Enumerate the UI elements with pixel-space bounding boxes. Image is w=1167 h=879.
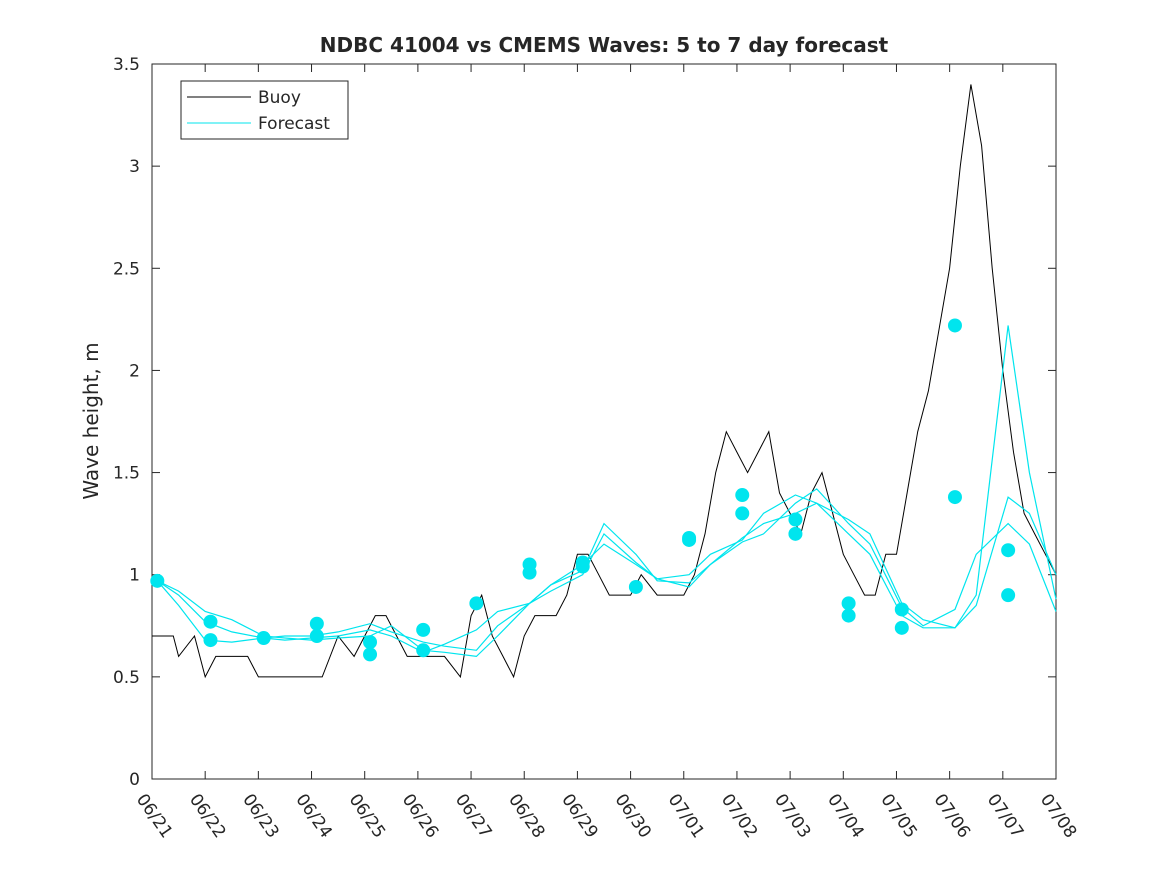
x-tick-label: 07/06 (930, 790, 974, 842)
y-tick-label: 2 (129, 361, 140, 381)
forecast-marker (150, 573, 165, 588)
series-line-forecast-2 (156, 325, 1057, 651)
x-tick-label: 06/27 (451, 790, 495, 842)
x-tick-label: 07/01 (664, 790, 708, 842)
forecast-marker (256, 631, 271, 646)
legend-label-buoy: Buoy (258, 88, 301, 108)
series-line-forecast-1 (156, 494, 1057, 653)
x-tick-label: 07/07 (983, 790, 1027, 842)
y-axis: 0 0.5 1 1.5 2 2.5 3 3.5 (113, 55, 1056, 790)
forecast-marker (309, 616, 324, 631)
x-tick-label: 06/26 (398, 790, 442, 842)
y-tick-label: 0 (129, 770, 140, 790)
y-tick-label: 2.5 (113, 259, 140, 279)
x-tick-label: 06/21 (132, 790, 176, 842)
forecast-marker (1001, 543, 1016, 558)
forecast-marker (894, 602, 909, 617)
x-tick-label: 06/29 (557, 790, 601, 842)
plot-area (151, 63, 1057, 780)
x-tick-label: 07/03 (770, 790, 814, 842)
forecast-marker (947, 318, 962, 333)
x-tick-label: 07/05 (876, 790, 920, 842)
x-tick-label: 06/24 (291, 790, 335, 842)
forecast-marker (894, 620, 909, 635)
forecast-marker (628, 579, 643, 594)
forecast-marker (363, 647, 378, 662)
y-axis-label: Wave height, m (79, 342, 103, 499)
y-tick-label: 1 (129, 566, 140, 586)
x-tick-label: 06/30 (610, 790, 654, 842)
x-tick-label: 06/25 (345, 790, 389, 842)
legend: Buoy Forecast (180, 80, 349, 140)
x-tick-label: 06/22 (185, 790, 229, 842)
forecast-marker (841, 608, 856, 623)
forecast-marker (735, 488, 750, 503)
forecast-marker (309, 629, 324, 643)
forecast-marker (363, 635, 378, 650)
x-tick-label: 07/04 (823, 790, 867, 842)
forecast-marker (522, 565, 537, 580)
forecast-marker (203, 633, 218, 648)
x-tick-label: 07/02 (717, 790, 761, 842)
legend-label-forecast: Forecast (258, 114, 330, 134)
marker-layer (150, 318, 1016, 662)
legend-box (180, 80, 349, 140)
forecast-marker (203, 614, 218, 629)
forecast-marker (841, 596, 856, 611)
forecast-marker (788, 512, 803, 527)
x-tick-label: 06/23 (238, 790, 282, 842)
x-tick-label: 07/08 (1036, 790, 1080, 842)
forecast-marker (469, 596, 484, 611)
forecast-marker (682, 532, 697, 547)
forecast-marker (788, 526, 803, 541)
forecast-marker (735, 506, 750, 521)
x-tick-label: 06/28 (504, 790, 548, 842)
forecast-marker (416, 622, 431, 637)
forecast-marker (947, 490, 962, 505)
forecast-marker (575, 559, 590, 574)
forecast-marker (1001, 588, 1016, 603)
y-tick-label: 3.5 (113, 55, 140, 75)
y-tick-label: 0.5 (113, 668, 140, 688)
series-line-forecast-3 (157, 488, 1057, 658)
y-tick-label: 1.5 (113, 464, 140, 484)
series-layer (152, 84, 1057, 679)
chart-title: NDBC 41004 vs CMEMS Waves: 5 to 7 day fo… (320, 33, 889, 57)
forecast-marker (416, 643, 431, 658)
y-tick-label: 3 (129, 157, 140, 177)
